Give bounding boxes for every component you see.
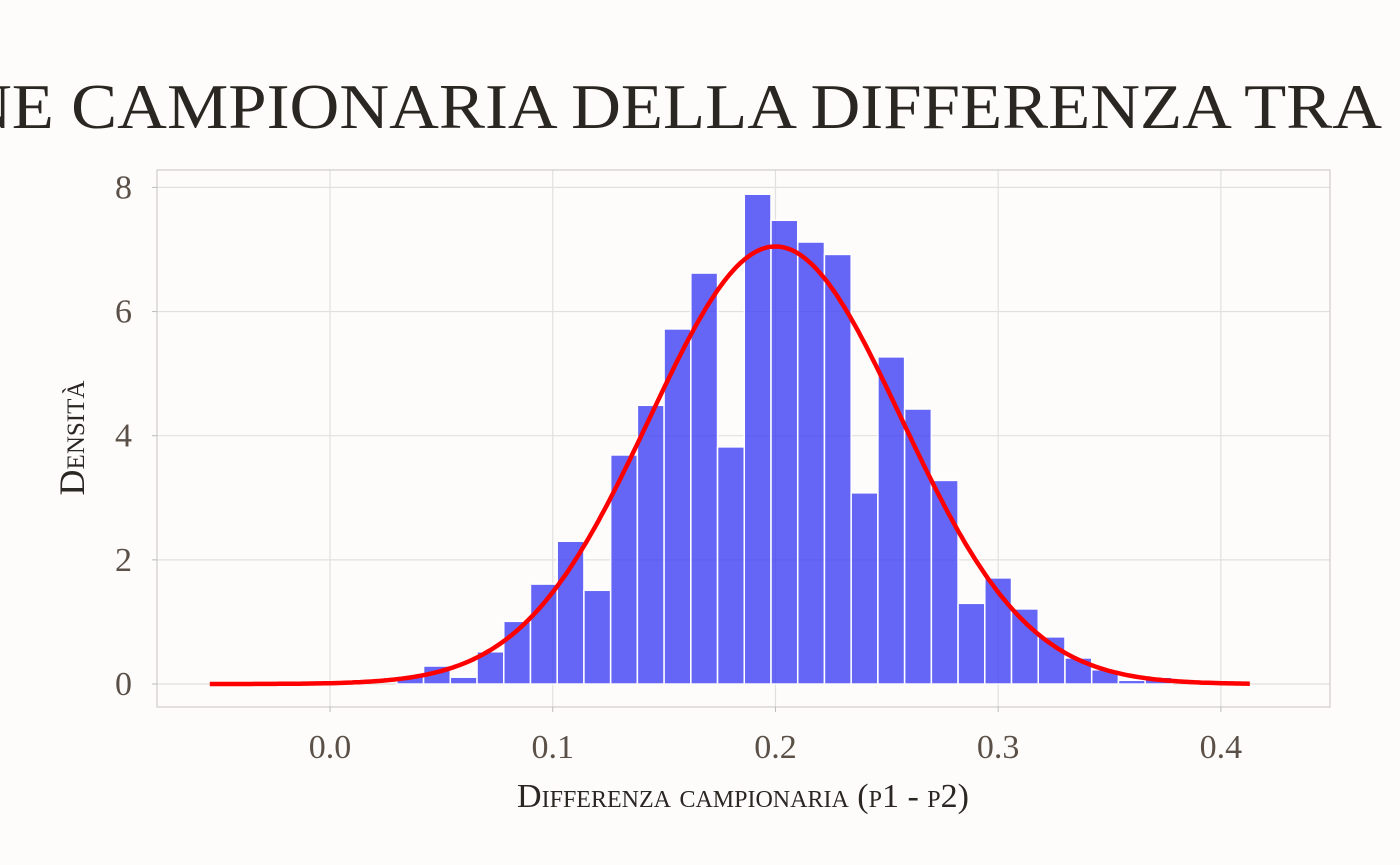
histogram-bar xyxy=(823,253,852,685)
plot-panel-border xyxy=(156,169,1331,708)
histogram-bar xyxy=(583,589,612,685)
y-tick-label: 6 xyxy=(115,294,132,331)
histogram-bar xyxy=(716,446,746,685)
x-axis-ticks: 0.0 0.1 0.2 0.3 0.4 xyxy=(309,707,1242,766)
x-tick-label: 0.0 xyxy=(309,729,352,766)
histogram-bar xyxy=(529,583,558,685)
x-tick-label: 0.3 xyxy=(977,729,1020,766)
x-tick-label: 0.1 xyxy=(532,729,575,766)
histogram-bar xyxy=(796,241,826,685)
histogram-bar xyxy=(877,356,906,685)
histogram-bar xyxy=(743,193,772,685)
histogram-bar xyxy=(556,540,585,685)
x-tick-label: 0.4 xyxy=(1200,729,1243,766)
histogram-bar xyxy=(1117,679,1146,685)
histogram-bars xyxy=(396,193,1173,685)
histogram-bar xyxy=(957,602,986,685)
y-tick-label: 4 xyxy=(115,418,132,455)
y-tick-label: 0 xyxy=(115,666,132,703)
histogram-bar xyxy=(690,272,719,685)
x-tick-label: 0.2 xyxy=(754,729,797,766)
normal-density-curve xyxy=(209,244,1250,687)
histogram-bar xyxy=(770,219,799,685)
y-tick-label: 2 xyxy=(115,542,132,579)
y-axis-ticks: 0 2 4 6 8 xyxy=(115,169,157,703)
y-tick-label: 8 xyxy=(115,169,132,206)
histogram-bar xyxy=(636,404,665,685)
histogram-bar xyxy=(449,676,478,685)
chart-title: ne campionaria della differenza tra xyxy=(0,71,1382,142)
y-axis-label: Densità xyxy=(52,381,92,496)
histogram-bar xyxy=(930,479,959,685)
x-axis-label: Differenza campionaria (p1 - p2) xyxy=(517,778,969,815)
histogram-bar xyxy=(850,492,879,685)
